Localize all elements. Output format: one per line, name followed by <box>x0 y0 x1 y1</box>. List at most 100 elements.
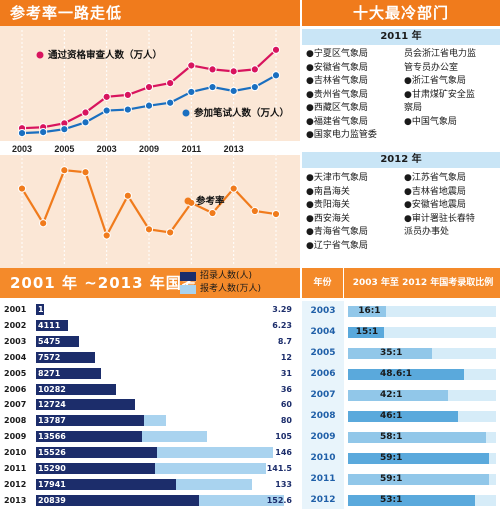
legend-swatch-recruited <box>180 272 196 281</box>
exam-takers-point <box>39 128 48 137</box>
bar-year: 2003 <box>4 336 27 346</box>
recruited-bar <box>36 478 176 490</box>
exam-takers-point <box>166 98 175 107</box>
recruited-value: 10282 <box>38 384 66 394</box>
recruited-value: 7572 <box>38 352 61 362</box>
dept-item: ●浙江省气象局 <box>404 76 466 86</box>
participation-rate-point <box>60 166 69 175</box>
exam-takers-point <box>81 118 90 127</box>
dept-item: 管专员办公室 <box>404 62 459 73</box>
bar-year: 2005 <box>4 368 27 378</box>
dept-item: ●天津市气象局 <box>306 173 368 183</box>
legend-exam-takers-dot <box>182 109 190 117</box>
recruited-bar <box>36 447 158 459</box>
recruited-bar <box>36 383 117 395</box>
ratio-bar <box>348 411 458 422</box>
right-title: 十大最冷部门 <box>302 0 500 26</box>
applicants-value: 105 <box>275 432 292 442</box>
bar-row: 2010 15526 146 <box>0 445 300 460</box>
ratio-value: 35:1 <box>380 348 403 358</box>
dept-item: ●吉林省地震局 <box>404 186 466 197</box>
dept-item: 员会浙江省电力监 <box>404 49 477 59</box>
applicants-value: 36 <box>280 384 292 394</box>
recruited-bar <box>36 351 96 363</box>
dept-2011-label: 2011 年 <box>302 29 500 45</box>
bar-row: 2001 1011 3.29 <box>0 302 300 317</box>
bar-year: 2004 <box>4 352 27 362</box>
exam-takers-point <box>17 129 27 138</box>
recruited-value: 12724 <box>38 400 66 410</box>
ratio-bar <box>348 453 489 464</box>
left-title: 参考率一路走低 <box>0 0 300 26</box>
recruited-bar <box>36 415 144 427</box>
recruited-bar <box>36 431 142 443</box>
legend-participation-rate-dot <box>184 197 192 205</box>
ratio-bar <box>348 474 489 485</box>
recruited-value: 1011 <box>38 305 61 314</box>
qualified-point <box>81 108 90 117</box>
exam-takers-point <box>271 71 281 80</box>
dept-item: ●南昌海关 <box>306 186 350 197</box>
ratio-year: 2006 <box>302 364 344 385</box>
bar-row: 2006 10282 36 <box>0 382 300 397</box>
x-tick-label: 2013 <box>224 144 244 154</box>
dept-item: ●宁夏区气象局 <box>306 49 368 59</box>
dept-item: ●西藏区气象局 <box>306 103 368 113</box>
dept-item: ●江苏省气象局 <box>404 173 466 183</box>
participation-rate-point <box>229 184 238 193</box>
ratio-bar <box>348 369 464 380</box>
x-tick-label: 2003 <box>12 144 32 154</box>
qualified-point <box>250 65 259 74</box>
ratio-value: 53:1 <box>380 495 403 505</box>
dept-item: ●西安海关 <box>306 213 350 224</box>
applicants-value: 8.7 <box>277 336 292 346</box>
dept-item: ●贵州省气象局 <box>306 89 368 100</box>
exam-takers-point <box>229 86 238 96</box>
dept-item: ●福建省气象局 <box>306 116 368 127</box>
applicants-value: 31 <box>280 368 292 378</box>
bar-year: 2002 <box>4 320 27 330</box>
ratio-value: 58:1 <box>380 432 403 442</box>
ratio-table: 年份 2003 年至 2012 年国考录取比例 2003 16:1 2004 15:1… <box>302 268 500 509</box>
applicants-value: 12 <box>280 352 292 362</box>
x-tick-label: 2011 <box>182 144 202 154</box>
dept-item: 派员办事处 <box>404 227 450 237</box>
ratio-row: 2008 46:1 <box>302 406 500 427</box>
ratio-year: 2008 <box>302 406 344 427</box>
qualified-point <box>271 45 281 54</box>
bar-year: 2010 <box>4 448 27 458</box>
participation-rate-point <box>39 219 48 228</box>
legend-applicants: 报考人数(万人) <box>200 284 262 294</box>
ratio-year: 2007 <box>302 385 344 406</box>
bar-year: 2001 <box>4 305 27 314</box>
dept-item: ●安徽省地震局 <box>404 200 466 210</box>
dept-item: ●贵阳海关 <box>306 200 350 210</box>
trend-charts: 2003 2005 2003 2009 2011 2013 通过资格审查人数（万人） 参加笔… <box>0 26 300 268</box>
recruited-bar <box>36 304 44 315</box>
ratio-row: 2005 35:1 <box>302 343 500 364</box>
exam-takers-point <box>102 106 111 115</box>
ratio-value: 46:1 <box>380 411 403 421</box>
recruited-bar <box>36 399 136 411</box>
ratio-bar <box>348 327 384 338</box>
table-title: 2001 年 ~2013 年国考 <box>0 268 300 298</box>
ratio-value: 48.6:1 <box>380 369 413 379</box>
exam-takers-point <box>60 125 69 134</box>
bar-year: 2011 <box>4 464 27 473</box>
bar-year: 2008 <box>4 416 27 426</box>
ratio-value: 59:1 <box>380 474 403 484</box>
ratio-row: 2004 15:1 <box>302 322 500 343</box>
bar-year: 2012 <box>4 479 27 489</box>
legend-qualified: 通过资格审查人数（万人） <box>48 49 162 61</box>
qualified-point <box>208 65 217 74</box>
legend-qualified-dot <box>36 51 44 59</box>
applicants-value: 6.23 <box>272 320 292 330</box>
participation-rate-point <box>250 206 259 216</box>
recruited-bar <box>36 335 79 347</box>
legend-recruited: 招录人数(人) <box>200 271 253 281</box>
bar-row: 2011 15290 141.5 <box>0 461 300 476</box>
participation-rate-point <box>144 225 154 234</box>
applicants-value: 141.5 <box>266 464 292 473</box>
participation-rate-point <box>102 231 111 240</box>
bar-row: 2009 13566 105 <box>0 429 300 444</box>
